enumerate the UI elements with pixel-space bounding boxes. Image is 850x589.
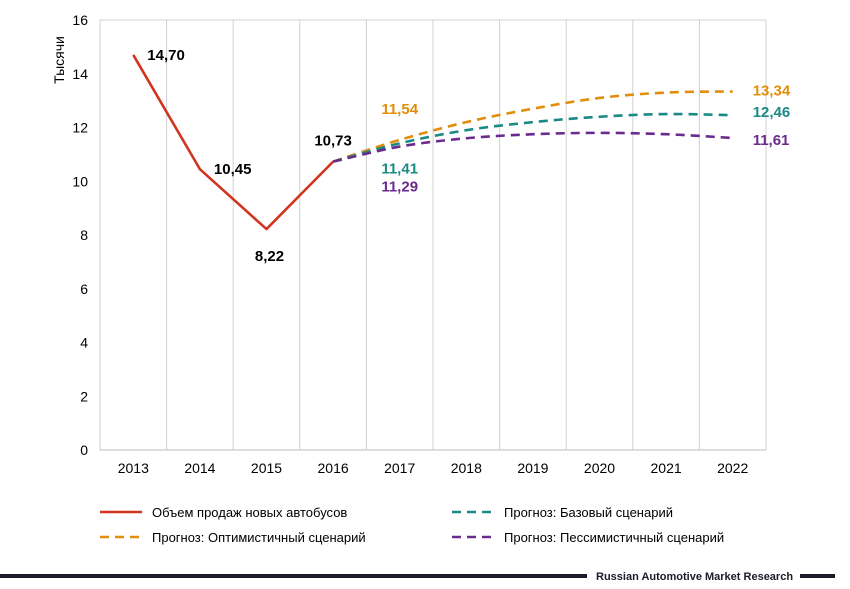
- footer: Russian Automotive Market Research: [0, 571, 835, 583]
- chart-axes: 0 2 4 6 8 10 12 14 16 2013 2014 2015 2016 2017 2018 201…: [72, 12, 766, 476]
- chart-series: [132, 54, 733, 231]
- legend-label: Прогноз: Оптимистичный сценарий: [152, 530, 366, 545]
- series-actual-sales-data-label: 10,45: [214, 161, 252, 178]
- y-tick-label: 16: [72, 12, 88, 28]
- series-pessimistic-data-label: 11,29: [381, 179, 418, 196]
- series-optimistic-data-label: 11,54: [381, 101, 418, 118]
- legend-label: Объем продаж новых автобусов: [152, 505, 347, 520]
- series-base-line: [332, 112, 733, 163]
- y-tick-label: 2: [80, 388, 88, 404]
- chart-data-labels: 14,70 10,45 8,22 10,73 11,54 13,34 11,41 12,46 1…: [147, 47, 791, 265]
- legend-label: Прогноз: Базовый сценарий: [504, 505, 673, 520]
- x-tick-label: 2016: [318, 460, 349, 476]
- series-base-data-label: 11,41: [381, 160, 418, 177]
- y-tick-label: 12: [72, 120, 88, 136]
- series-actual-sales-data-label: 8,22: [255, 248, 284, 265]
- series-pessimistic-line: [332, 131, 733, 163]
- legend-label: Прогноз: Пессимистичный сценарий: [504, 530, 724, 545]
- y-tick-label: 0: [80, 442, 88, 458]
- legend-item-pessimistic: Прогноз: Пессимистичный сценарий: [452, 530, 724, 545]
- x-tick-label: 2015: [251, 460, 282, 476]
- y-axis-label: Тысячи: [51, 36, 67, 84]
- y-tick-label: 10: [72, 173, 88, 189]
- x-tick-label: 2018: [451, 460, 482, 476]
- footer-rule-right: [800, 574, 835, 578]
- x-tick-label: 2014: [184, 460, 215, 476]
- legend-item-base: Прогноз: Базовый сценарий: [452, 505, 673, 520]
- footer-rule-left: [0, 574, 587, 578]
- x-tick-label: 2020: [584, 460, 615, 476]
- x-tick-label: 2021: [651, 460, 682, 476]
- chart-legend: Объем продаж новых автобусов Прогноз: Опт…: [100, 505, 724, 545]
- series-actual-sales-data-label: 10,73: [314, 133, 352, 150]
- series-actual-sales-data-label: 14,70: [147, 47, 185, 64]
- x-tick-label: 2019: [517, 460, 548, 476]
- series-base-data-label: 12,46: [753, 104, 791, 121]
- y-tick-label: 8: [80, 227, 88, 243]
- y-tick-label: 4: [80, 335, 88, 351]
- series-pessimistic-data-label: 11,61: [753, 132, 790, 149]
- y-tick-label: 14: [72, 66, 88, 82]
- legend-item-actual-sales: Объем продаж новых автобусов: [100, 505, 347, 520]
- legend-item-optimistic: Прогноз: Оптимистичный сценарий: [100, 530, 366, 545]
- series-optimistic-data-label: 13,34: [753, 82, 791, 99]
- y-tick-label: 6: [80, 281, 88, 297]
- series-actual-sales-line: [132, 54, 335, 231]
- x-tick-label: 2017: [384, 460, 415, 476]
- x-tick-label: 2022: [717, 460, 748, 476]
- footer-source: Russian Automotive Market Research: [596, 571, 793, 583]
- chart-grid: [99, 19, 767, 450]
- x-tick-label: 2013: [118, 460, 149, 476]
